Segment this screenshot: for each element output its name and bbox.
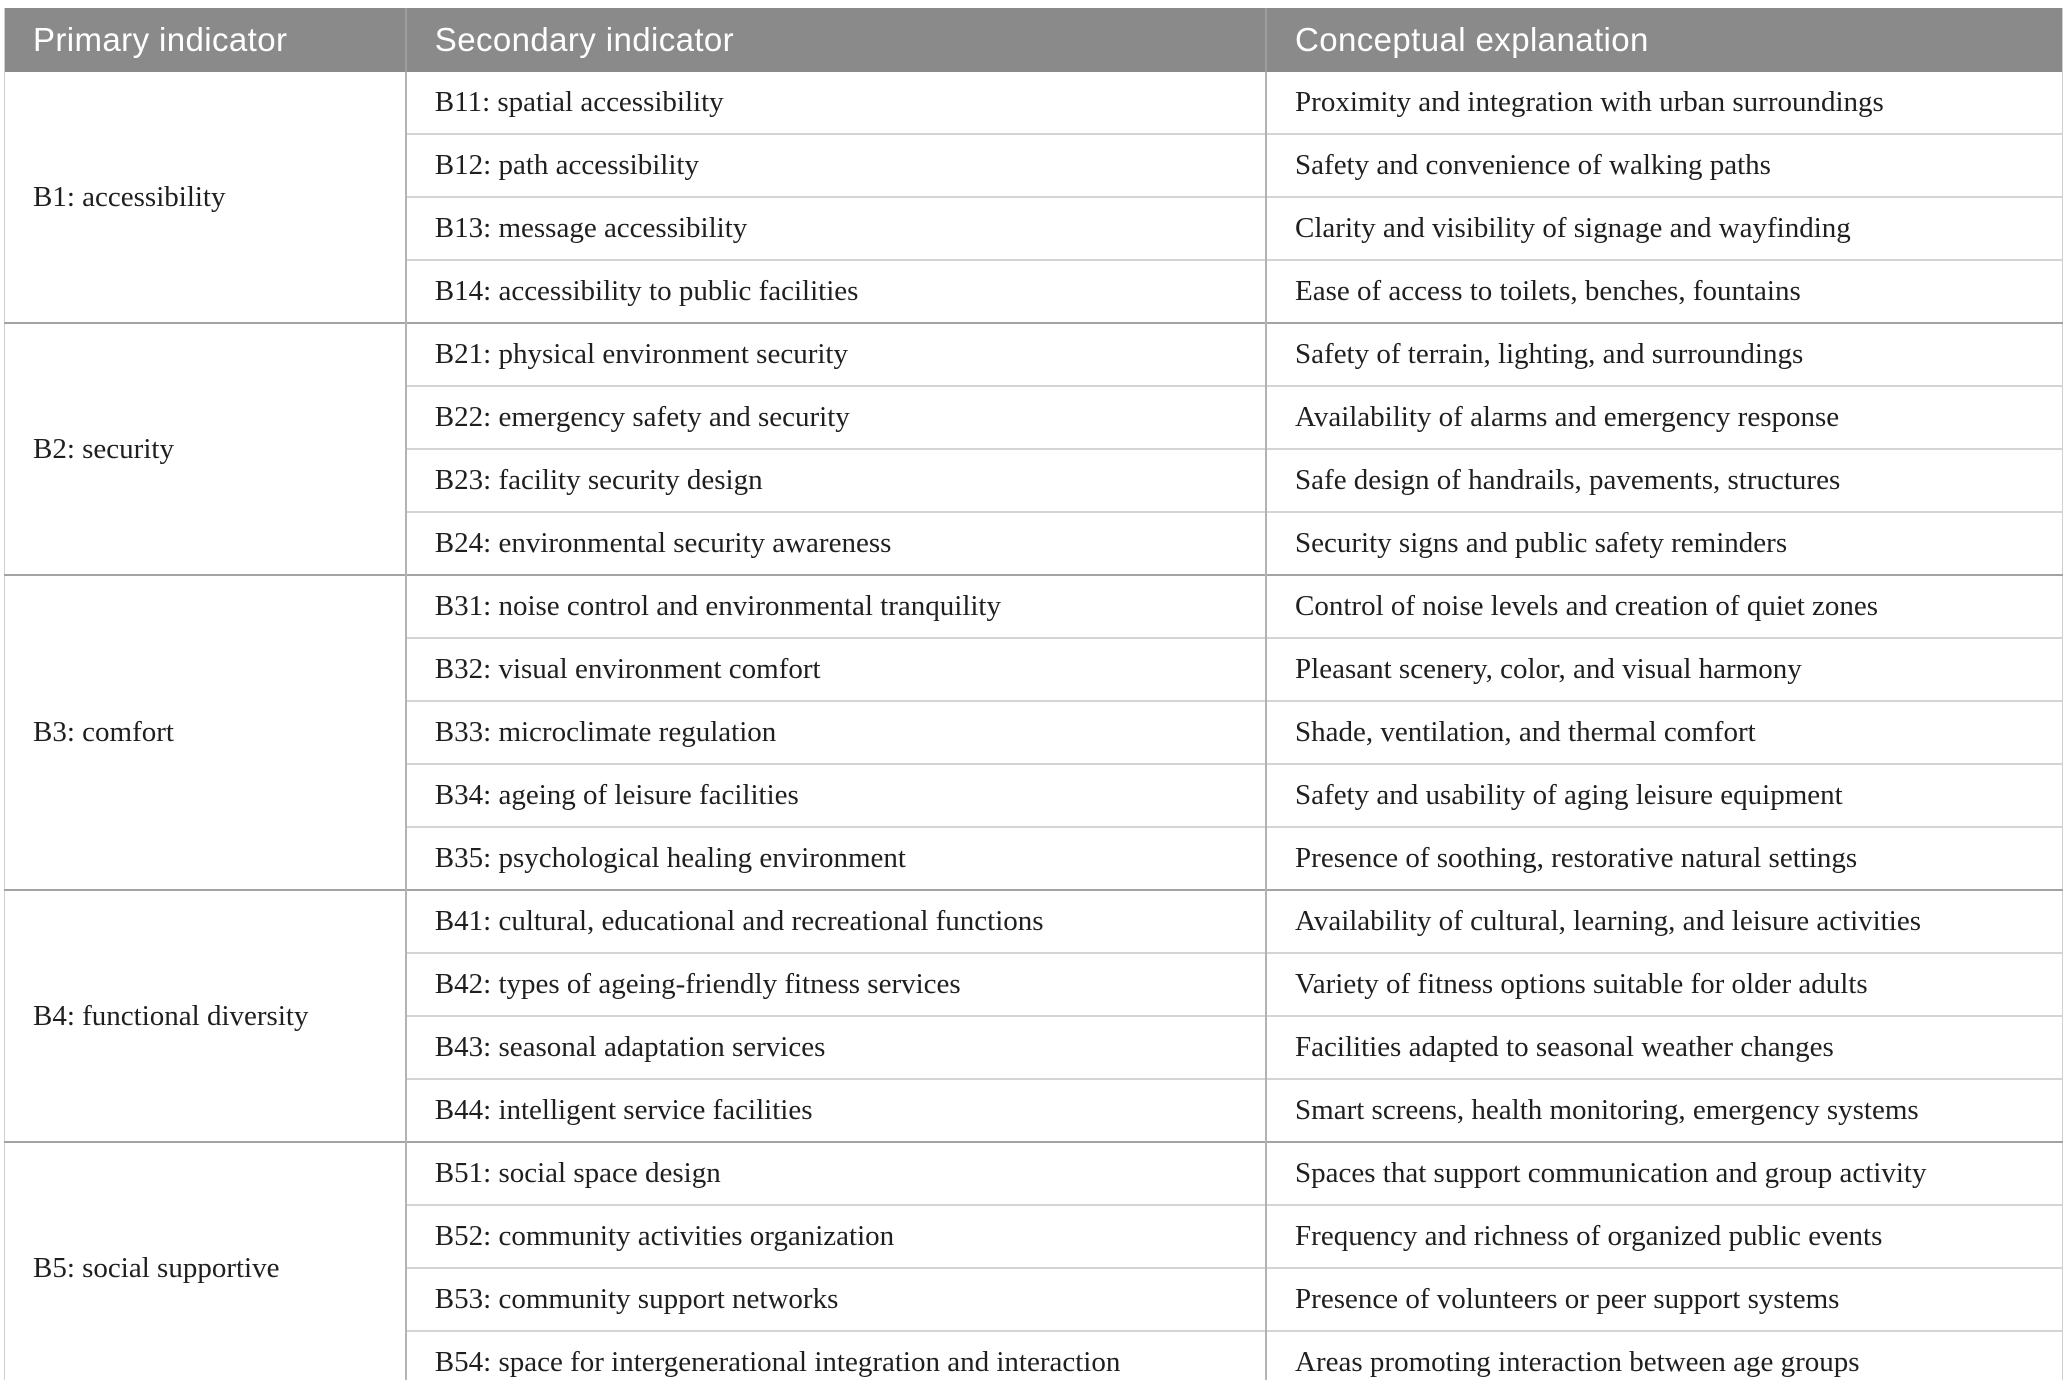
table-row: B14: accessibility to public facilities E…: [5, 259, 2063, 323]
secondary-indicator-cell: B14: accessibility to public facilities: [404, 259, 1267, 323]
secondary-indicator-cell: B33: microclimate regulation: [404, 700, 1267, 764]
table-row: B54: space for intergenerational integra…: [5, 1330, 2063, 1380]
table-row: B2: security B21: physical environment se…: [4, 322, 2063, 575]
conceptual-explanation-cell: Frequency and richness of organized publ…: [1265, 1204, 2063, 1268]
table-row: B52: community activities organization Fr…: [5, 1204, 2063, 1268]
secondary-indicator-cell: B42: types of ageing-friendly fitness se…: [404, 952, 1267, 1016]
primary-indicator-cell: B1: accessibility: [4, 72, 406, 323]
table-row: B1: accessibility B11: spatial accessibil…: [4, 72, 2063, 323]
secondary-indicator-cell: B32: visual environment comfort: [404, 637, 1267, 701]
conceptual-explanation-cell: Shade, ventilation, and thermal comfort: [1265, 700, 2063, 764]
table-row: B5: social supportive B51: social space d…: [4, 1141, 2063, 1380]
table-row: B13: message accessibility Clarity and vi…: [5, 196, 2063, 260]
table-row: B12: path accessibility Safety and conven…: [5, 133, 2063, 197]
conceptual-explanation-cell: Safety and convenience of walking paths: [1265, 133, 2063, 197]
table-row: B4: functional diversity B41: cultural, e…: [4, 889, 2063, 1142]
table-row: B24: environmental security awareness Sec…: [5, 511, 2063, 575]
table-row: B43: seasonal adaptation services Facilit…: [5, 1015, 2063, 1079]
secondary-indicator-cell: B12: path accessibility: [404, 133, 1267, 197]
table-row: B32: visual environment comfort Pleasant …: [5, 637, 2063, 701]
secondary-indicator-cell: B43: seasonal adaptation services: [404, 1015, 1267, 1079]
secondary-indicator-cell: B44: intelligent service facilities: [404, 1078, 1267, 1142]
primary-indicator-cell: B3: comfort: [4, 574, 406, 890]
conceptual-explanation-cell: Safe design of handrails, pavements, str…: [1265, 448, 2063, 512]
conceptual-explanation-cell: Smart screens, health monitoring, emerge…: [1265, 1078, 2063, 1142]
secondary-indicator-cell: B41: cultural, educational and recreatio…: [404, 889, 1267, 953]
table-row: B3: comfort B31: noise control and enviro…: [4, 574, 2063, 890]
primary-indicator-cell: B2: security: [4, 322, 406, 575]
conceptual-explanation-cell: Presence of volunteers or peer support s…: [1265, 1267, 2063, 1331]
secondary-indicator-cell: B53: community support networks: [404, 1267, 1267, 1331]
conceptual-explanation-cell: Clarity and visibility of signage and wa…: [1265, 196, 2063, 260]
table-body: B1: accessibility B11: spatial accessibil…: [4, 72, 2063, 1380]
conceptual-explanation-cell: Areas promoting interaction between age …: [1265, 1330, 2063, 1380]
header-row: Primary indicator Secondary indicator Co…: [4, 8, 2063, 72]
column-header-conceptual-explanation: Conceptual explanation: [1265, 8, 2063, 72]
conceptual-explanation-cell: Security signs and public safety reminde…: [1265, 511, 2063, 575]
table-row: B23: facility security design Safe design…: [5, 448, 2063, 512]
secondary-indicator-cell: B51: social space design: [404, 1141, 1267, 1205]
table-row: B42: types of ageing-friendly fitness se…: [5, 952, 2063, 1016]
table-row: B35: psychological healing environment Pr…: [5, 826, 2063, 890]
secondary-indicator-cell: B52: community activities organization: [404, 1204, 1267, 1268]
primary-indicator-cell: B5: social supportive: [4, 1141, 406, 1380]
secondary-indicator-cell: B21: physical environment security: [404, 322, 1267, 386]
conceptual-explanation-cell: Availability of alarms and emergency res…: [1265, 385, 2063, 449]
table-row: B22: emergency safety and security Availa…: [5, 385, 2063, 449]
conceptual-explanation-cell: Availability of cultural, learning, and …: [1265, 889, 2063, 953]
table-row: B53: community support networks Presence …: [5, 1267, 2063, 1331]
conceptual-explanation-cell: Control of noise levels and creation of …: [1265, 574, 2063, 638]
table-row: B34: ageing of leisure facilities Safety …: [5, 763, 2063, 827]
secondary-indicator-cell: B34: ageing of leisure facilities: [404, 763, 1267, 827]
conceptual-explanation-cell: Facilities adapted to seasonal weather c…: [1265, 1015, 2063, 1079]
primary-indicator-cell: B4: functional diversity: [4, 889, 406, 1142]
table-row: B44: intelligent service facilities Smart…: [5, 1078, 2063, 1142]
secondary-indicator-cell: B13: message accessibility: [404, 196, 1267, 260]
secondary-indicator-cell: B11: spatial accessibility: [404, 72, 1267, 134]
conceptual-explanation-cell: Safety of terrain, lighting, and surroun…: [1265, 322, 2063, 386]
conceptual-explanation-cell: Pleasant scenery, color, and visual harm…: [1265, 637, 2063, 701]
conceptual-explanation-cell: Spaces that support communication and gr…: [1265, 1141, 2063, 1205]
table-row: B33: microclimate regulation Shade, venti…: [5, 700, 2063, 764]
secondary-indicator-cell: B24: environmental security awareness: [404, 511, 1267, 575]
column-header-primary-indicator: Primary indicator: [4, 8, 406, 72]
indicator-table: Primary indicator Secondary indicator Co…: [4, 8, 2063, 1380]
secondary-indicator-cell: B23: facility security design: [404, 448, 1267, 512]
table-header: Primary indicator Secondary indicator Co…: [4, 8, 2063, 72]
conceptual-explanation-cell: Ease of access to toilets, benches, foun…: [1265, 259, 2063, 323]
conceptual-explanation-cell: Safety and usability of aging leisure eq…: [1265, 763, 2063, 827]
conceptual-explanation-cell: Proximity and integration with urban sur…: [1265, 72, 2063, 134]
column-header-secondary-indicator: Secondary indicator: [404, 8, 1267, 72]
secondary-indicator-cell: B54: space for intergenerational integra…: [404, 1330, 1267, 1380]
conceptual-explanation-cell: Variety of fitness options suitable for …: [1265, 952, 2063, 1016]
secondary-indicator-cell: B22: emergency safety and security: [404, 385, 1267, 449]
secondary-indicator-cell: B31: noise control and environmental tra…: [404, 574, 1267, 638]
conceptual-explanation-cell: Presence of soothing, restorative natura…: [1265, 826, 2063, 890]
secondary-indicator-cell: B35: psychological healing environment: [404, 826, 1267, 890]
